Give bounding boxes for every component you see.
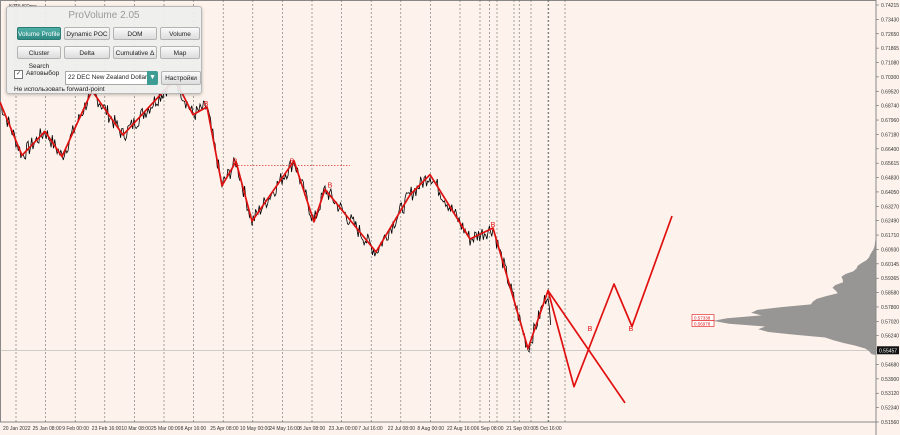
volume-profile-histogram [713,229,876,356]
price-axis-label: 0.70300 [881,75,899,81]
date-axis-label: 25 Jan 08:00 [33,426,62,432]
price-axis-label: 0.63270 [881,204,899,210]
price-axis-label: 0.72650 [881,32,899,38]
date-axis-label: 8 Jun 08:00 [299,426,325,432]
panel-title: ProVolume 2.05 [68,10,140,21]
current-price-label: 0.55457 [879,348,897,354]
price-axis-label: 0.64050 [881,190,899,196]
dynamic-poc-button[interactable]: Dynamic POC [64,27,110,40]
price-axis-label: 0.60145 [881,262,899,268]
date-axis-label: 6 Sep 08:00 [477,426,504,432]
price-axis-label: 0.73430 [881,17,899,23]
cluster-search-button[interactable]: Cluster Search [17,46,61,70]
provolume-panel: ProVolume 2.05 Volume Profile Dynamic PO… [6,6,202,94]
wave-line-2 [547,290,626,404]
price-axis-label: 0.64830 [881,176,899,182]
price-axis-label: 0.67960 [881,118,899,124]
price-axis-label: 0.66400 [881,147,899,153]
price-axis-label: 0.52340 [881,406,899,412]
current-price-tag [877,346,899,355]
price-axis-label: 0.65615 [881,161,899,167]
date-axis-label: 8 Apr 16:00 [181,426,207,432]
date-axis-label: 21 Sep 00:00 [506,426,536,432]
price-axis-label: 0.71865 [881,46,899,52]
date-axis-label: 24 May 16:00 [269,426,300,432]
wave-label: B [204,101,209,108]
price-line [0,73,552,353]
price-axis-label: 0.53120 [881,391,899,397]
price-axis-label: 0.54680 [881,362,899,368]
date-axis-label: 20 Jan 2022 [3,426,31,432]
wave-label: B [290,158,295,165]
price-axis-label: 0.71080 [881,61,899,67]
autoselect-checkbox[interactable]: ✓ [14,70,23,79]
price-axis-label: 0.59365 [881,276,899,282]
date-axis-label: 25 Mar 00:00 [151,426,181,432]
wave-label: B [491,222,496,229]
wave-label: B [328,182,333,189]
price-axis-label: 0.74215 [881,3,899,9]
price-axis-label: 0.61710 [881,233,899,239]
price-axis-label: 0.58580 [881,291,899,297]
price-axis-label: 0.68740 [881,104,899,110]
date-axis-label: 7 Jul 16:00 [358,426,383,432]
wave-label: B [629,326,634,333]
level-label: 0.56978 [694,321,711,326]
volume-button[interactable]: Volume [160,27,200,40]
price-axis-label: 0.69520 [881,89,899,95]
price-axis-label: 0.57800 [881,305,899,311]
date-axis-label: 25 Apr 08:00 [210,426,239,432]
map-button[interactable]: Map [160,46,200,59]
date-axis-label: 10 May 00:00 [240,426,271,432]
forward-point-note: Не использовать forward-point [14,86,105,93]
volume-profile-button[interactable]: Volume Profile [17,27,61,40]
wave-line-1 [0,78,673,388]
level-label: 0.57338 [694,315,711,320]
price-axis-label: 0.67180 [881,132,899,138]
wave-label: B [233,158,238,165]
wave-label: B [588,326,593,333]
cumulative-delta-button[interactable]: Cumulative Δ [113,46,157,59]
date-axis-label: 8 Aug 00:00 [417,426,444,432]
price-axis-label: 0.60930 [881,247,899,253]
price-axis-label: 0.62490 [881,219,899,225]
date-axis-label: 5 Oct 16:00 [536,426,562,432]
dom-button[interactable]: DOM [113,27,157,40]
date-axis-label: 23 Feb 16:00 [92,426,122,432]
delta-button[interactable]: Delta [64,46,110,59]
date-axis-label: 10 Mar 08:00 [121,426,151,432]
price-axis-label: 0.51560 [881,420,899,426]
price-axis-label: 0.53900 [881,377,899,383]
autoselect-label: Автовыбор [26,70,60,77]
level-box [691,320,715,327]
date-axis-label: 22 Aug 16:00 [447,426,477,432]
price-axis-label: 0.56240 [881,334,899,340]
date-axis-label: 23 Jun 00:00 [329,426,358,432]
instrument-select[interactable]: 22 DEC New Zealand Dollar [65,71,155,85]
date-axis-label: 9 Feb 00:00 [62,426,89,432]
date-axis-label: 22 Jul 08:00 [388,426,415,432]
settings-button[interactable]: Настройки [161,71,201,85]
chevron-down-icon[interactable]: ▼ [147,71,158,85]
price-axis-label: 0.57020 [881,319,899,325]
